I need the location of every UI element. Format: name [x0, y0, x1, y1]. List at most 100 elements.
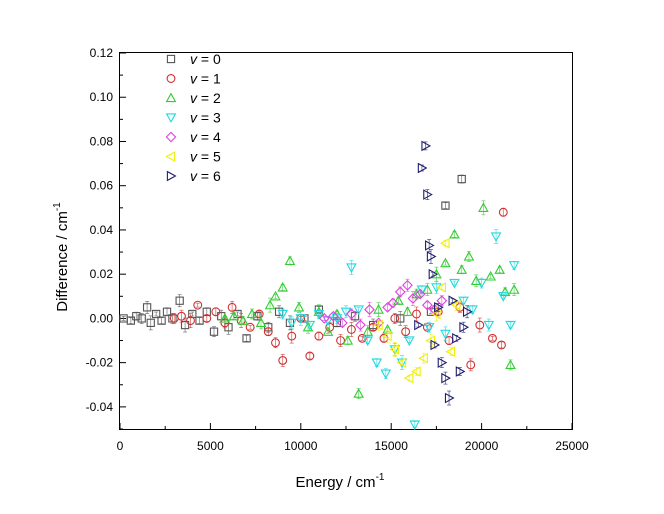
data-point	[389, 344, 399, 355]
data-point	[476, 278, 487, 289]
data-point	[264, 299, 276, 310]
data-point	[219, 312, 231, 323]
data-point	[368, 322, 378, 332]
legend-marker	[165, 131, 177, 143]
series-v3	[277, 229, 520, 431]
data-point	[417, 162, 428, 174]
data-point	[175, 296, 184, 305]
y-axis: -0.04 -0.02 0.00 0.02 0.04 0.06 0.08 0.10 0.12	[86, 46, 126, 430]
legend-item: v = 0	[166, 51, 221, 67]
data-point	[342, 334, 354, 345]
data-point	[462, 306, 473, 318]
data-point	[304, 320, 316, 331]
data-point	[440, 257, 451, 268]
data-point	[431, 268, 442, 279]
data-point	[410, 366, 421, 377]
y-tick-label: 0.00	[90, 311, 114, 325]
x-axis-title-sup: -1	[376, 472, 385, 483]
data-point	[494, 264, 506, 274]
data-point	[242, 334, 251, 343]
legend-marker	[166, 54, 176, 64]
legend-value: = 0	[197, 51, 221, 67]
data-point	[346, 325, 356, 334]
data-point	[430, 339, 441, 351]
data-point	[450, 299, 461, 311]
data-point	[508, 284, 520, 294]
data-point	[421, 140, 432, 152]
data-point	[271, 338, 280, 348]
data-point	[497, 292, 509, 302]
data-point	[445, 346, 456, 357]
data-point	[456, 264, 468, 274]
data-point	[355, 319, 366, 331]
series-v6	[414, 140, 473, 406]
data-point	[346, 308, 357, 320]
data-point	[396, 314, 405, 323]
x-axis: 0 5000 10000 15000 20000 25000	[117, 423, 589, 453]
y-tick-label: 0.04	[90, 223, 114, 237]
data-point	[327, 310, 339, 322]
data-point	[146, 318, 155, 327]
y-tick-label: -0.04	[86, 400, 114, 414]
x-tick-label: 5000	[197, 439, 224, 453]
data-point	[162, 307, 172, 316]
data-point	[403, 336, 415, 347]
x-tick-label: 20000	[465, 439, 499, 453]
data-point	[245, 322, 255, 332]
data-point	[373, 319, 383, 331]
series-v2	[219, 200, 520, 399]
data-point	[441, 372, 451, 384]
data-point	[463, 250, 475, 261]
data-point	[322, 326, 334, 336]
data-point	[414, 288, 426, 300]
legend-value: = 3	[197, 110, 221, 126]
data-point	[498, 207, 508, 217]
data-point	[448, 295, 459, 307]
data-point	[278, 355, 288, 365]
data-point	[403, 372, 414, 384]
data-point	[459, 321, 470, 333]
legend-label: v = 4	[190, 129, 221, 145]
data-point	[270, 290, 281, 301]
legend-var: v	[190, 129, 198, 145]
data-point	[211, 307, 221, 317]
y-tick-label: 0.06	[90, 179, 114, 193]
x-axis-title-text: Energy / cm	[296, 474, 376, 491]
legend-label: v = 5	[190, 149, 221, 165]
data-point	[137, 314, 146, 323]
data-point	[466, 360, 476, 370]
data-point	[177, 311, 186, 321]
legend-var: v	[190, 168, 198, 184]
x-axis-title: Energy / cm-1	[296, 472, 385, 491]
data-point	[457, 174, 466, 184]
data-point	[393, 295, 404, 305]
data-point	[429, 304, 440, 315]
data-point	[401, 327, 411, 337]
data-point	[483, 320, 495, 331]
data-point	[421, 299, 433, 311]
legend-item: v = 2	[165, 90, 221, 106]
data-point	[193, 300, 203, 310]
y-tick-label: 0.10	[90, 90, 114, 104]
data-point	[228, 310, 240, 321]
data-point	[142, 303, 152, 312]
legend-var: v	[190, 110, 198, 126]
data-point	[284, 255, 296, 266]
data-point	[293, 301, 305, 312]
legend-item: v = 1	[166, 71, 221, 87]
data-point	[337, 317, 348, 329]
data-point	[452, 332, 462, 344]
legend-item: v = 4	[165, 129, 221, 145]
data-point	[470, 275, 482, 285]
data-point	[186, 316, 195, 326]
data-point	[362, 336, 374, 347]
y-tick-label: -0.02	[86, 356, 114, 370]
y-tick-label: 0.12	[90, 46, 114, 60]
series-v5	[373, 237, 461, 384]
data-point	[305, 351, 315, 361]
y-tick-label: 0.02	[90, 267, 114, 281]
data-point	[336, 336, 346, 345]
legend-value: = 2	[197, 90, 221, 106]
data-point	[314, 331, 324, 341]
x-tick-label: 15000	[375, 439, 409, 453]
